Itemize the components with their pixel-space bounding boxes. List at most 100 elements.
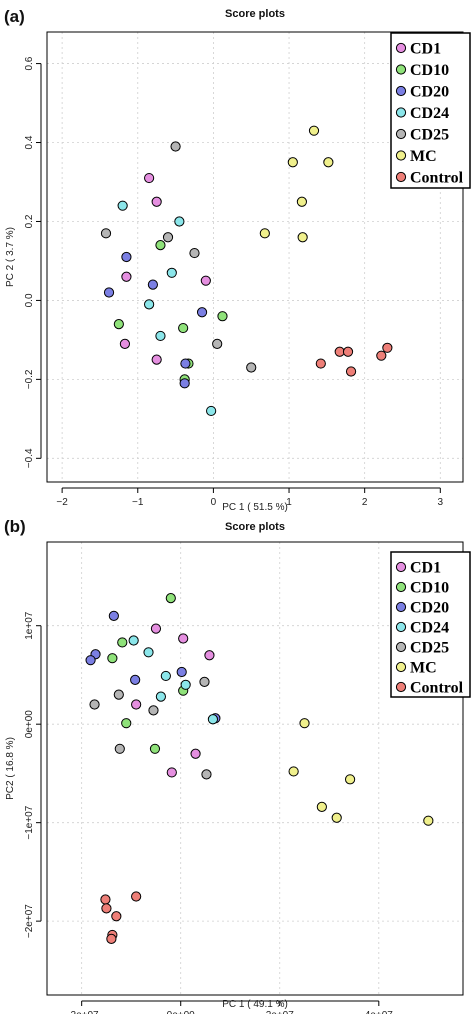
series-cd10 <box>107 593 189 754</box>
legend-label: CD10 <box>410 62 449 79</box>
legend-label: CD20 <box>410 84 449 101</box>
x-tick-label: 0 <box>211 497 217 508</box>
legend-swatch <box>395 661 407 673</box>
data-point <box>259 228 270 239</box>
legend-item-control: Control <box>395 170 464 187</box>
data-point <box>170 141 181 152</box>
x-tick-label: 2e+07 <box>266 1010 295 1014</box>
data-point <box>130 674 141 685</box>
data-point <box>217 311 228 322</box>
legend-item-cd25: CD25 <box>395 127 449 144</box>
legend-swatch <box>395 107 407 118</box>
series-mc <box>259 125 334 243</box>
y-axis-label: PC2 ( 16.8 %) <box>5 737 16 800</box>
legend: CD1 CD10 CD20 CD24 CD25 MC Control <box>390 551 471 698</box>
series-cd20 <box>103 251 208 389</box>
data-point <box>206 405 217 417</box>
data-point <box>165 593 176 604</box>
y-tick-label: 0.0 <box>24 293 35 307</box>
legend-swatch <box>395 601 407 613</box>
legend-item-mc: MC <box>395 660 437 677</box>
data-point <box>288 766 299 777</box>
series-control <box>315 342 393 377</box>
x-tick-label: 4e+07 <box>365 1010 394 1014</box>
series-cd20 <box>85 610 221 724</box>
data-points <box>85 593 434 944</box>
legend-item-mc: MC <box>395 148 437 165</box>
legend-swatch <box>395 85 407 97</box>
data-point <box>117 200 128 211</box>
data-point <box>246 362 257 373</box>
series-cd1 <box>131 623 215 778</box>
series-cd24 <box>117 200 217 417</box>
series-cd25 <box>100 141 257 373</box>
panel-label: (b) <box>4 517 26 536</box>
data-point <box>299 718 310 729</box>
data-point <box>103 287 115 298</box>
data-point <box>180 358 191 369</box>
x-axis: −2e+07 0e+00 2e+07 4e+07 <box>65 1000 394 1014</box>
data-point <box>308 125 320 136</box>
data-point <box>148 705 159 716</box>
x-axis-label: PC 1 ( 51.5 %) <box>222 502 288 513</box>
data-point <box>316 801 327 813</box>
legend-label: CD1 <box>410 41 441 58</box>
data-point <box>204 650 215 661</box>
data-point <box>297 232 308 243</box>
data-point <box>315 358 326 369</box>
legend-item-cd24: CD24 <box>395 620 449 637</box>
legend-item-cd1: CD1 <box>395 560 441 577</box>
data-point <box>106 933 117 944</box>
plot-frame <box>46 541 464 996</box>
x-tick-label: −2 <box>56 497 68 508</box>
legend-item-cd10: CD10 <box>395 580 449 597</box>
data-point <box>382 342 393 353</box>
y-tick-label: 1e+07 <box>24 611 35 640</box>
x-tick-label: 2 <box>362 497 368 508</box>
data-point <box>111 911 122 922</box>
legend-swatch <box>395 64 407 75</box>
data-point <box>178 322 189 334</box>
data-point <box>144 172 155 184</box>
legend-swatch <box>395 150 407 161</box>
legend-label: MC <box>410 148 437 165</box>
data-point <box>149 743 161 754</box>
series-cd24 <box>128 635 219 725</box>
panel-label: (a) <box>4 7 25 26</box>
x-tick-label: −2e+07 <box>65 1010 99 1014</box>
series-cd10 <box>113 240 228 385</box>
legend-label: CD20 <box>410 600 449 617</box>
x-axis-label: PC 1 ( 49.1 %) <box>222 999 288 1010</box>
legend-item-control: Control <box>395 680 464 697</box>
legend-label: MC <box>410 660 437 677</box>
data-point <box>143 647 154 658</box>
data-point <box>180 679 191 690</box>
x-axis: −2 −1 0 1 2 3 <box>56 487 444 508</box>
data-point <box>101 903 112 914</box>
data-point <box>344 774 356 785</box>
data-point <box>155 330 166 342</box>
data-point <box>121 271 132 282</box>
legend-swatch <box>395 621 407 633</box>
data-point <box>199 676 210 687</box>
data-point <box>190 748 201 759</box>
legend-label: Control <box>410 680 464 697</box>
legend-label: CD24 <box>410 105 449 122</box>
data-point <box>423 815 434 826</box>
data-point <box>100 228 112 239</box>
data-point <box>155 691 167 702</box>
data-point <box>196 307 208 318</box>
data-point <box>114 743 125 754</box>
y-tick-label: −2e+07 <box>24 904 35 938</box>
panel-b: (b)Score plots−2e+070e+002e+074e+07−2e+0… <box>4 517 471 1014</box>
data-point <box>113 319 124 330</box>
data-point <box>117 637 128 648</box>
y-axis: −0.4 −0.2 0.0 0.2 0.4 0.6 <box>24 56 42 468</box>
y-tick-label: −1e+07 <box>24 805 35 839</box>
series-cd25 <box>89 676 212 780</box>
data-point <box>131 891 142 902</box>
data-point <box>287 157 298 168</box>
legend-item-cd10: CD10 <box>395 62 449 79</box>
data-point <box>89 699 100 710</box>
